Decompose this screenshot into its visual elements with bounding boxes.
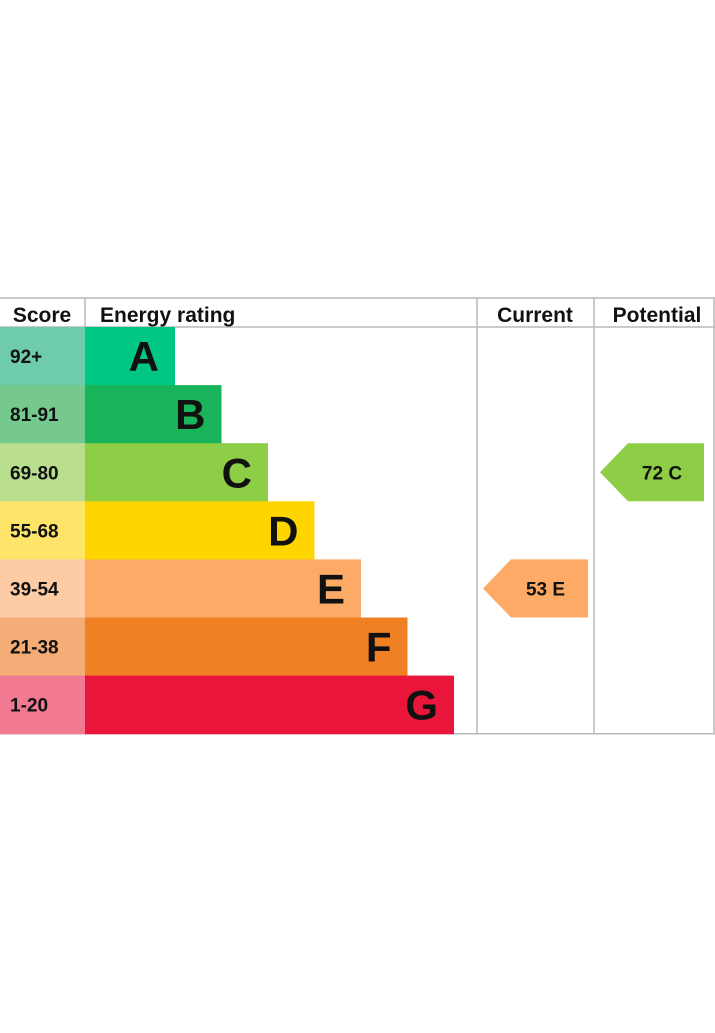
band-row-a: 92+ A <box>0 327 175 386</box>
score-cell <box>0 327 85 386</box>
score-cell <box>0 675 85 735</box>
rating-bar-c <box>85 443 268 502</box>
score-range-label: 21-38 <box>10 638 59 659</box>
current-rating: 53 E <box>483 559 588 618</box>
potential-rating-label: 72 C <box>642 463 682 484</box>
score-range-label: 39-54 <box>10 579 59 600</box>
score-range-label: 1-20 <box>10 696 48 717</box>
rating-bar-f <box>85 617 408 677</box>
rating-letter-e: E <box>317 565 345 612</box>
current-header: Current <box>497 304 573 327</box>
score-range-label: 55-68 <box>10 521 59 542</box>
potential-rating-arrow <box>600 443 704 502</box>
rating-bar-e <box>85 559 361 618</box>
rating-bands: 92+ A 81-91 B 69-80 C 55-68 D 39-54 E 21-38 F 1-20 G <box>0 327 454 735</box>
rating-indicators: 53 E 72 C <box>483 443 704 618</box>
rating-bar-d <box>85 501 315 560</box>
rating-letter-c: C <box>222 449 252 496</box>
band-row-e: 39-54 E <box>0 559 361 618</box>
rating-letter-g: G <box>405 682 438 729</box>
rating-bar-b <box>85 385 222 444</box>
rating-letter-a: A <box>129 333 159 380</box>
score-range-label: 69-80 <box>10 463 59 484</box>
rating-letter-d: D <box>268 507 298 554</box>
band-row-g: 1-20 G <box>0 675 454 735</box>
score-cell <box>0 385 85 444</box>
rating-bar-a <box>85 327 175 386</box>
band-row-b: 81-91 B <box>0 385 222 444</box>
rating-letter-b: B <box>175 391 205 438</box>
current-rating-arrow <box>483 559 588 618</box>
score-range-label: 81-91 <box>10 405 59 426</box>
band-row-d: 55-68 D <box>0 501 315 560</box>
energy-rating-header: Energy rating <box>100 304 235 327</box>
score-cell <box>0 501 85 560</box>
band-row-f: 21-38 F <box>0 617 408 677</box>
score-header: Score <box>13 304 71 327</box>
current-rating-label: 53 E <box>526 579 565 600</box>
score-range-label: 92+ <box>10 347 42 368</box>
score-cell <box>0 443 85 502</box>
rating-letter-f: F <box>366 624 392 671</box>
score-cell <box>0 617 85 677</box>
score-cell <box>0 559 85 618</box>
band-row-c: 69-80 C <box>0 443 268 502</box>
rating-bar-g <box>85 675 454 735</box>
potential-header: Potential <box>613 304 702 327</box>
potential-rating: 72 C <box>600 443 704 502</box>
